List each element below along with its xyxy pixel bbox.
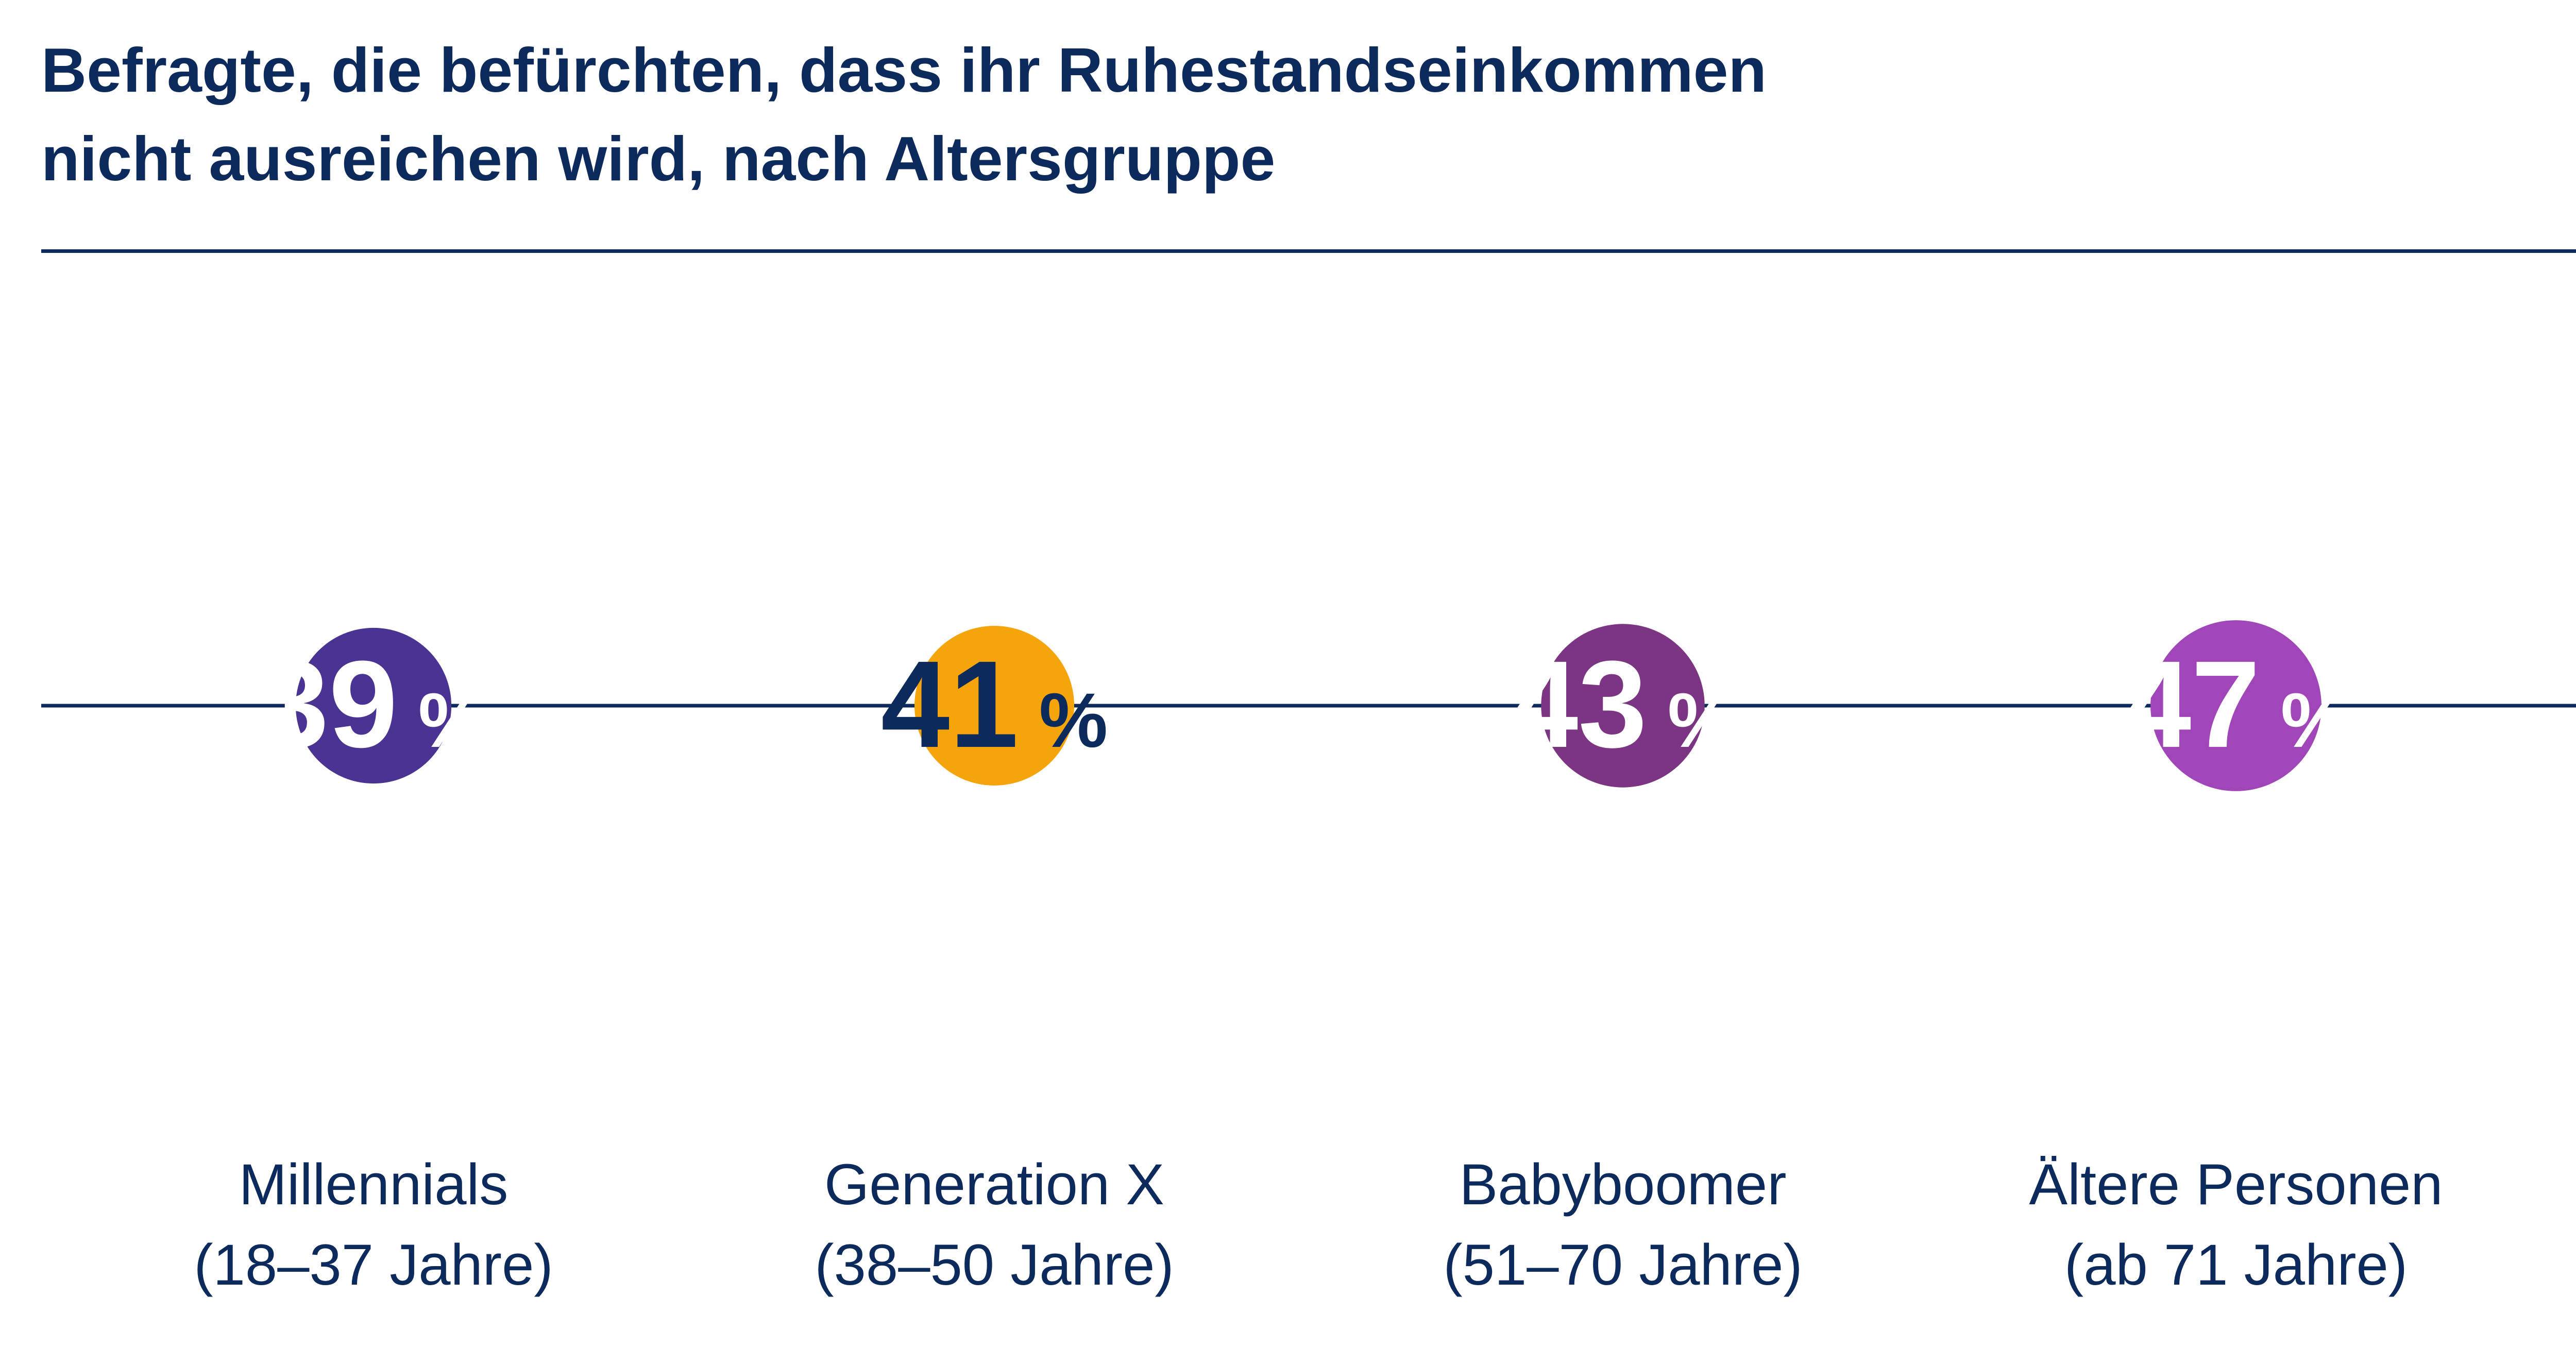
value-unit: %	[1668, 677, 1736, 763]
category-name: Millennials	[239, 1152, 509, 1217]
value-number: 39	[260, 635, 398, 773]
category-name: Ältere Personen	[2029, 1152, 2443, 1217]
category-label-aeltere-personen: Ältere Personen (ab 71 Jahre)	[1927, 1145, 2545, 1305]
value-label-generation-x: 41%	[881, 635, 1108, 773]
chart-title-line-2: nicht ausreichen wird, nach Altersgruppe	[41, 124, 1276, 194]
category-age-range: (51–70 Jahre)	[1443, 1233, 1803, 1297]
value-label-millennials: 39%	[260, 635, 487, 773]
category-age-range: (38–50 Jahre)	[815, 1233, 1174, 1297]
category-age-range: (ab 71 Jahre)	[2064, 1233, 2408, 1297]
value-unit: %	[418, 677, 487, 763]
chart-title: Befragte, die befürchten, dass ihr Ruhes…	[41, 26, 2514, 203]
category-name: Babyboomer	[1459, 1152, 1787, 1217]
category-label-generation-x: Generation X (38–50 Jahre)	[685, 1145, 1303, 1305]
value-label-babyboomer: 43%	[1510, 635, 1736, 773]
bubble-babyboomer	[1541, 624, 1705, 788]
value-label-aeltere-personen: 47%	[2123, 635, 2349, 773]
value-number: 41	[881, 635, 1019, 773]
value-unit: %	[1039, 677, 1108, 763]
category-label-babyboomer: Babyboomer (51–70 Jahre)	[1314, 1145, 1932, 1305]
chart-title-line-1: Befragte, die befürchten, dass ihr Ruhes…	[41, 35, 1767, 105]
category-name: Generation X	[824, 1152, 1164, 1217]
value-unit: %	[2281, 677, 2349, 763]
value-number: 43	[1510, 635, 1647, 773]
title-divider	[41, 249, 2576, 253]
category-label-millennials: Millennials (18–37 Jahre)	[64, 1145, 683, 1305]
bubble-generation-x	[914, 626, 1074, 786]
value-number: 47	[2123, 635, 2260, 773]
bubble-millennials	[295, 627, 452, 784]
bubble-aeltere-personen	[2150, 620, 2321, 791]
category-age-range: (18–37 Jahre)	[194, 1233, 553, 1297]
